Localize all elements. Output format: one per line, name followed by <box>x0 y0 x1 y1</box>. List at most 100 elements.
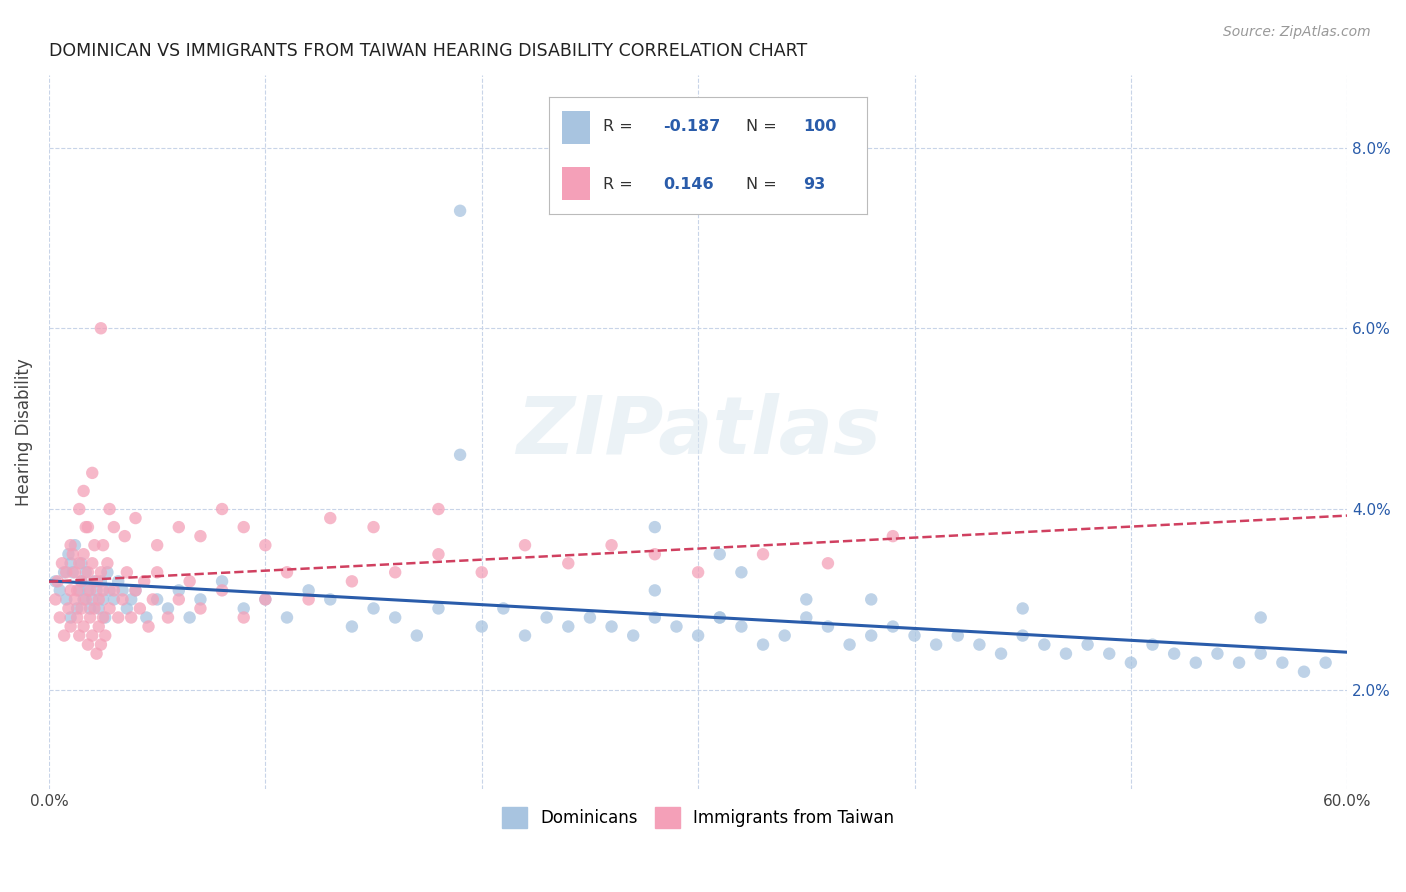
Point <box>70 574 93 589</box>
Point <box>1206 647 1229 661</box>
Point <box>75 566 97 580</box>
Point <box>600 619 623 633</box>
Point <box>128 601 150 615</box>
Point <box>146 592 169 607</box>
Point <box>49 583 72 598</box>
Point <box>1227 656 1250 670</box>
Point <box>146 538 169 552</box>
Point <box>124 583 146 598</box>
Point <box>135 610 157 624</box>
Point <box>882 529 904 543</box>
Point <box>688 566 710 580</box>
Point <box>72 547 94 561</box>
Point <box>86 583 108 598</box>
Point <box>91 592 114 607</box>
Point <box>688 629 710 643</box>
Point <box>817 556 839 570</box>
Point <box>75 520 97 534</box>
Point <box>179 610 201 624</box>
Point <box>82 629 104 643</box>
Point <box>232 610 254 624</box>
Point <box>990 647 1012 661</box>
Point <box>98 583 121 598</box>
Point <box>536 610 558 624</box>
Point <box>1033 638 1056 652</box>
Point <box>91 538 114 552</box>
Point <box>114 529 136 543</box>
Point <box>77 583 100 598</box>
Point <box>66 601 89 615</box>
Point <box>79 601 101 615</box>
Point <box>63 566 86 580</box>
Point <box>96 566 118 580</box>
Point <box>1250 610 1272 624</box>
Point <box>925 638 948 652</box>
Point <box>49 610 72 624</box>
Point <box>773 629 796 643</box>
Text: DOMINICAN VS IMMIGRANTS FROM TAIWAN HEARING DISABILITY CORRELATION CHART: DOMINICAN VS IMMIGRANTS FROM TAIWAN HEAR… <box>49 42 807 60</box>
Y-axis label: Hearing Disability: Hearing Disability <box>15 359 32 506</box>
Point <box>1315 656 1337 670</box>
Point <box>579 610 602 624</box>
Point <box>298 592 321 607</box>
Legend: Dominicans, Immigrants from Taiwan: Dominicans, Immigrants from Taiwan <box>495 801 901 834</box>
Point <box>709 547 731 561</box>
Point <box>644 583 666 598</box>
Point <box>298 583 321 598</box>
Point <box>86 574 108 589</box>
Point <box>276 566 298 580</box>
Point <box>87 592 110 607</box>
Point <box>79 583 101 598</box>
Point <box>98 601 121 615</box>
Point <box>70 556 93 570</box>
Point <box>58 601 80 615</box>
Point <box>427 601 450 615</box>
Point <box>1250 647 1272 661</box>
Point <box>232 601 254 615</box>
Point <box>211 583 233 598</box>
Point <box>557 619 579 633</box>
Point <box>90 566 112 580</box>
Point <box>427 502 450 516</box>
Point <box>107 574 129 589</box>
Point <box>55 592 77 607</box>
Text: ZIPatlas: ZIPatlas <box>516 393 880 471</box>
Point <box>103 583 125 598</box>
Point <box>621 629 644 643</box>
Point <box>63 538 86 552</box>
Point <box>1011 601 1033 615</box>
Point <box>1077 638 1099 652</box>
Point <box>146 566 169 580</box>
Point <box>103 592 125 607</box>
Point <box>1271 656 1294 670</box>
Point <box>53 566 76 580</box>
Point <box>167 520 190 534</box>
Point <box>860 629 883 643</box>
Point <box>730 566 752 580</box>
Point <box>77 520 100 534</box>
Point <box>860 592 883 607</box>
Point <box>63 592 86 607</box>
Point <box>794 592 817 607</box>
Point <box>752 547 775 561</box>
Point <box>709 610 731 624</box>
Point <box>449 448 471 462</box>
Point <box>82 592 104 607</box>
Point <box>44 574 66 589</box>
Point <box>138 619 160 633</box>
Point <box>1119 656 1142 670</box>
Point <box>600 538 623 552</box>
Point <box>1163 647 1185 661</box>
Point <box>46 574 69 589</box>
Point <box>59 583 82 598</box>
Point <box>87 601 110 615</box>
Point <box>319 592 342 607</box>
Point <box>72 483 94 498</box>
Point <box>120 610 142 624</box>
Point <box>190 601 212 615</box>
Point <box>120 592 142 607</box>
Point <box>1184 656 1206 670</box>
Point <box>167 592 190 607</box>
Point <box>752 638 775 652</box>
Point <box>59 619 82 633</box>
